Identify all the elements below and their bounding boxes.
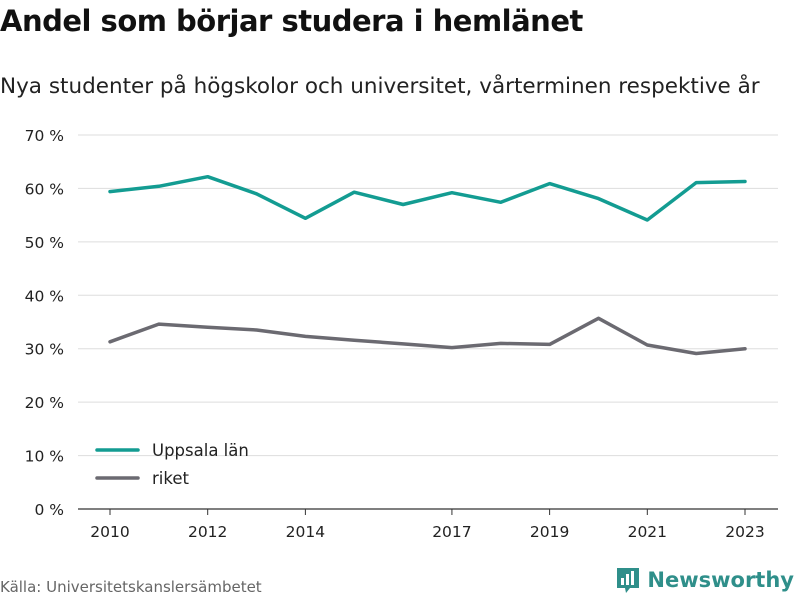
x-tick-label: 2010 <box>90 523 129 541</box>
y-tick-label: 60 % <box>25 180 64 198</box>
y-tick-label: 30 % <box>25 341 64 359</box>
x-axis: 2010 2012 2014 2017 2019 2021 2023 <box>78 508 778 541</box>
chart-title: Andel som börjar studera i hemlänet <box>0 4 583 38</box>
x-tick-label: 2019 <box>530 523 569 541</box>
x-tick-label: 2014 <box>286 523 325 541</box>
y-tick-label: 20 % <box>25 394 64 412</box>
y-tick-label: 0 % <box>34 501 64 519</box>
y-tick-label: 50 % <box>25 234 64 252</box>
series-layer <box>108 174 747 356</box>
x-tick-label: 2023 <box>725 523 764 541</box>
legend: Uppsala län riket <box>95 441 249 488</box>
newsworthy-logo-icon <box>617 568 640 593</box>
chart-subtitle: Nya studenter på högskolor och universit… <box>0 74 760 99</box>
x-tick-label: 2021 <box>628 523 667 541</box>
x-tick-label: 2012 <box>188 523 227 541</box>
brand-name: Newsworthy <box>647 568 794 592</box>
y-tick-label: 70 % <box>25 127 64 145</box>
brand-logo[interactable]: Newsworthy <box>615 566 794 594</box>
y-tick-label: 40 % <box>25 287 64 305</box>
y-tick-label: 10 % <box>25 448 64 466</box>
source-note: Källa: Universitetskanslersämbetet <box>0 578 262 596</box>
legend-label: riket <box>152 469 189 488</box>
x-tick-label: 2017 <box>432 523 471 541</box>
series-line-2 <box>108 316 747 356</box>
y-axis-labels: 0 % 10 % 20 % 30 % 40 % 50 % 60 % 70 % <box>25 127 64 519</box>
series-line-1 <box>108 174 747 222</box>
legend-label: Uppsala län <box>152 441 249 460</box>
